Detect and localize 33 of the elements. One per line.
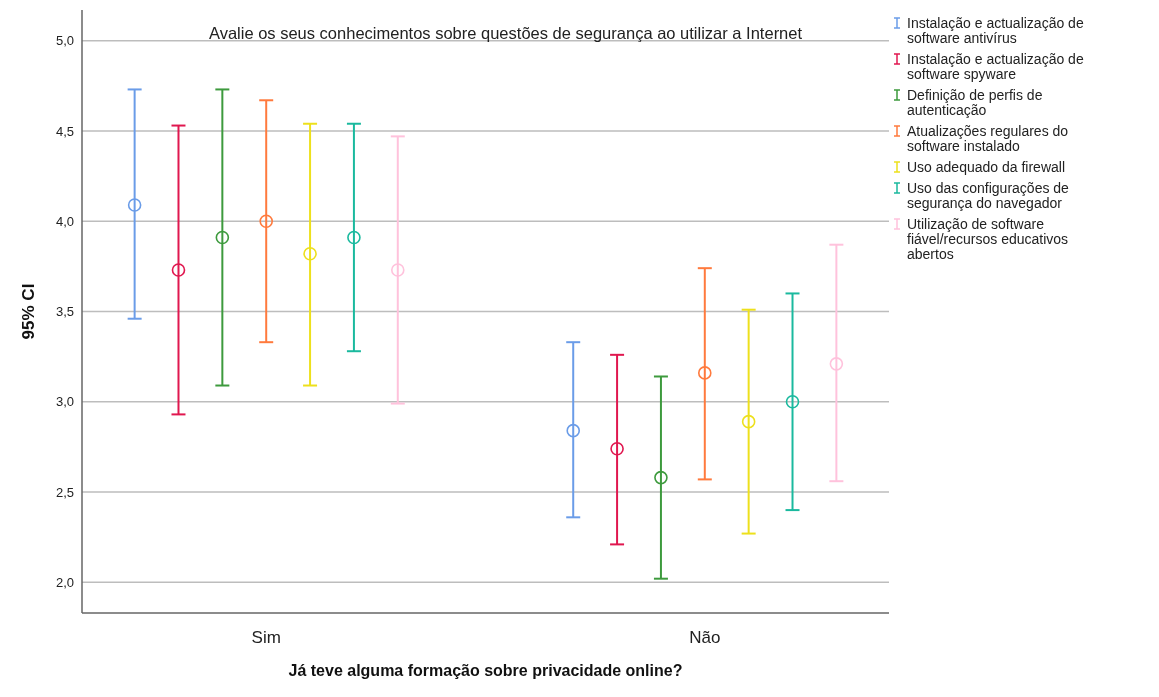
point [741, 414, 756, 429]
y-axis-title: 95% CI [19, 283, 38, 340]
legend-label: Atualizações regulares do software instalado [907, 123, 1069, 154]
point [829, 357, 844, 371]
legend-label: Uso das configurações de segurança do navegador [907, 180, 1070, 211]
point [566, 423, 581, 438]
legend-label: Utilização de software fiável/recursos educativos abertos [907, 216, 1069, 262]
point [215, 230, 230, 245]
legend-label: Definição de perfis de autenticação [907, 87, 1043, 118]
point [127, 198, 142, 212]
y-tick-label: 4,5 [55, 123, 74, 139]
x-axis-title: Já teve alguma formação sobre privacidade online? [288, 662, 683, 679]
y-tick-label: 2,5 [55, 484, 74, 500]
legend-label: Uso adequado da firewall [907, 159, 1065, 175]
x-tick-label: Sim [251, 628, 281, 647]
point [259, 214, 274, 229]
legend-label: Instalação e actualização de software antivírus [907, 15, 1084, 46]
y-tick-label: 3,0 [55, 394, 74, 410]
point [654, 470, 668, 485]
point [610, 441, 624, 456]
y-tick-label: 5,0 [55, 33, 74, 49]
y-tick-label: 2,0 [55, 574, 74, 590]
text: Avalie os seus conhecimentos sobre questões de segurança ao utilizar a Internet [208, 24, 803, 42]
point [390, 263, 405, 277]
point [303, 246, 317, 261]
x-tick-label: Não [689, 628, 721, 647]
y-tick-label: 3,5 [55, 304, 74, 320]
point [697, 366, 712, 380]
point [785, 394, 800, 409]
y-tick-label: 4,0 [55, 213, 74, 229]
point [171, 263, 186, 277]
legend-label: Instalação e actualização de software spyware [907, 51, 1084, 82]
point [347, 230, 361, 245]
